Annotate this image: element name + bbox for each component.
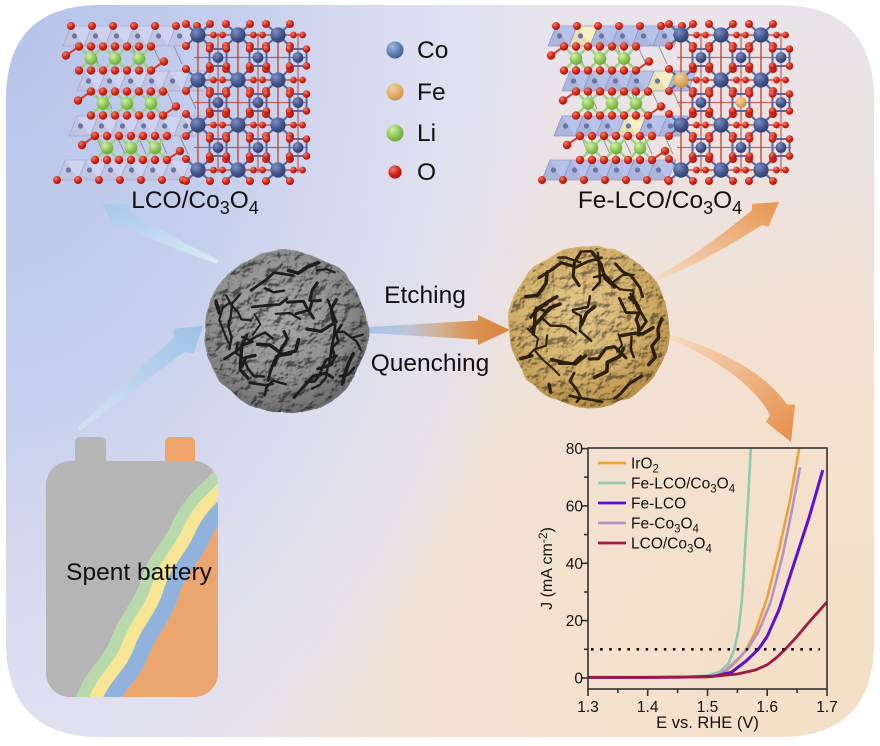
svg-text:80: 80: [566, 441, 584, 458]
svg-text:J (mA cm-2): J (mA cm-2): [536, 527, 556, 610]
svg-text:0: 0: [574, 671, 583, 688]
svg-text:O: O: [417, 159, 436, 186]
svg-text:Etching: Etching: [384, 282, 466, 309]
svg-text:1.4: 1.4: [637, 699, 659, 716]
svg-text:1.3: 1.3: [577, 699, 599, 716]
svg-text:Spent battery: Spent battery: [66, 559, 212, 586]
svg-text:20: 20: [566, 613, 584, 630]
svg-text:Quenching: Quenching: [371, 350, 490, 377]
svg-text:E vs. RHE (V): E vs. RHE (V): [656, 714, 759, 732]
svg-text:Co: Co: [417, 37, 448, 64]
svg-text:40: 40: [566, 556, 584, 573]
svg-text:Fe-LCO: Fe-LCO: [631, 496, 686, 513]
svg-text:1.6: 1.6: [756, 699, 778, 716]
svg-text:Fe-LCO/Co3O4: Fe-LCO/Co3O4: [578, 187, 742, 218]
svg-text:1.5: 1.5: [697, 699, 719, 716]
svg-text:IrO2: IrO2: [631, 456, 659, 476]
svg-text:LCO/Co3O4: LCO/Co3O4: [131, 187, 259, 218]
svg-text:1.7: 1.7: [816, 699, 838, 716]
svg-text:Fe: Fe: [417, 79, 446, 106]
svg-text:Li: Li: [417, 120, 436, 147]
svg-text:Fe-LCO/Co3O4: Fe-LCO/Co3O4: [631, 476, 736, 496]
svg-text:Fe-Co3O4: Fe-Co3O4: [631, 516, 700, 536]
svg-text:60: 60: [566, 498, 584, 515]
